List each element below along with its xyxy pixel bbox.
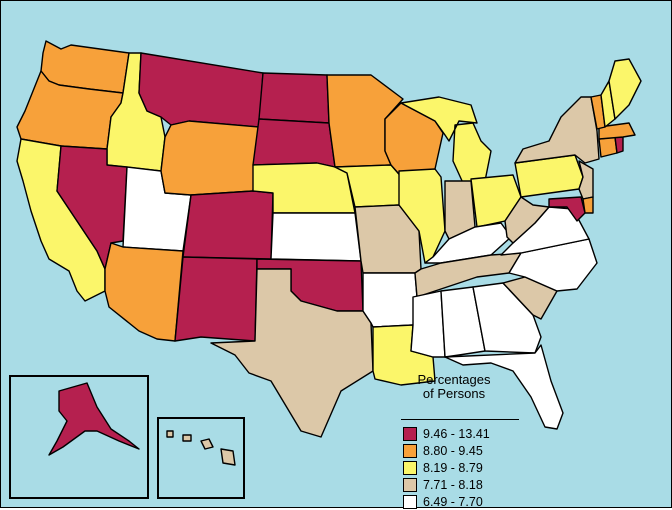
state-nv [56, 145, 128, 270]
state-md [548, 196, 586, 222]
state-wy [160, 120, 260, 196]
state-sd [252, 118, 336, 168]
legend-label: 7.71 - 8.18 [423, 477, 483, 492]
state-ny [514, 96, 600, 164]
legend-item: 9.46 - 13.41 [403, 425, 490, 442]
state-mt [138, 52, 264, 128]
state-ak [48, 382, 140, 456]
legend-label: 9.46 - 13.41 [423, 426, 490, 441]
state-sc [502, 276, 558, 320]
legend-items: 9.46 - 13.41 8.80 - 9.45 8.19 - 8.79 7.71 -… [403, 425, 490, 510]
state-ar [362, 272, 418, 328]
state-nd [258, 72, 330, 124]
state-nm [174, 256, 258, 342]
legend-item: 7.71 - 8.18 [403, 476, 490, 493]
state-ms [410, 290, 446, 358]
legend-swatch [403, 460, 417, 475]
legend-title-line2: of Persons [422, 386, 486, 401]
hawaii-inset-frame [157, 417, 245, 499]
state-ks [270, 212, 362, 262]
legend-title-line1: Percentages [417, 372, 491, 387]
state-az [104, 242, 184, 342]
state-tx [210, 268, 374, 438]
legend-divider [401, 419, 519, 420]
state-co [182, 190, 274, 260]
legend-swatch [403, 477, 417, 492]
legend-swatch [403, 426, 417, 441]
state-me [608, 58, 642, 120]
state-ma [598, 122, 636, 140]
legend-swatch [403, 443, 417, 458]
legend-label: 6.49 - 7.70 [423, 494, 483, 509]
legend-item: 8.19 - 8.79 [403, 459, 490, 476]
legend-label: 8.80 - 9.45 [423, 443, 483, 458]
legend-item: 6.49 - 7.70 [403, 493, 490, 510]
legend: Percentages of Persons 9.46 - 13.41 8.80 … [389, 372, 519, 509]
state-fl [444, 344, 564, 430]
state-hi [166, 430, 236, 466]
state-ri [614, 136, 624, 154]
legend-item: 8.80 - 9.45 [403, 442, 490, 459]
state-mi [400, 96, 492, 184]
state-al [440, 286, 486, 358]
state-wv [504, 196, 550, 244]
legend-swatch [403, 494, 417, 509]
state-ct [598, 136, 618, 158]
legend-label: 8.19 - 8.79 [423, 460, 483, 475]
alaska-inset-frame [9, 375, 149, 499]
